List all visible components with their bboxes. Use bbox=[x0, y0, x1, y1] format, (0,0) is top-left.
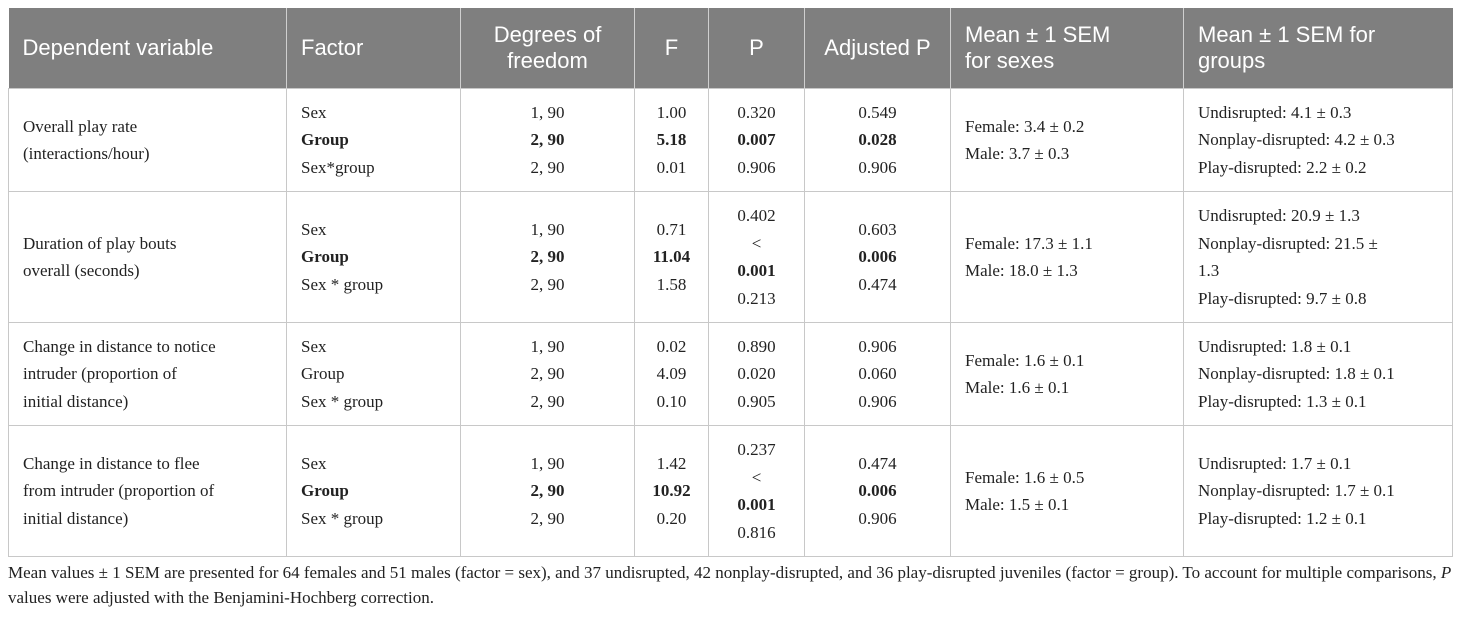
header-mean-groups: Mean ± 1 SEM for groups bbox=[1183, 8, 1453, 89]
header-adjusted-p: Adjusted P bbox=[804, 8, 951, 89]
cell-factors: Sex Group Sex * group bbox=[286, 322, 461, 426]
cell-mean-groups: Undisrupted: 1.7 ± 0.1 Nonplay-disrupted… bbox=[1183, 425, 1453, 557]
cell-variable: Change in distance to notice intruder (p… bbox=[8, 322, 287, 426]
cell-df: 1, 90 2, 90 2, 90 bbox=[460, 322, 635, 426]
cell-mean-groups: Undisrupted: 4.1 ± 0.3 Nonplay-disrupted… bbox=[1183, 88, 1453, 192]
cell-mean-sexes: Female: 1.6 ± 0.1 Male: 1.6 ± 0.1 bbox=[950, 322, 1184, 426]
cell-variable: Change in distance to flee from intruder… bbox=[8, 425, 287, 557]
cell-p: 0.890 0.020 0.905 bbox=[708, 322, 805, 426]
table-footnote: Mean values ± 1 SEM are presented for 64… bbox=[8, 563, 1452, 607]
cell-adjusted-p: 0.603 0.006 0.474 bbox=[804, 191, 951, 323]
header-dependent-variable: Dependent variable bbox=[8, 8, 287, 89]
table-row: Overall play rate (interactions/hour) Se… bbox=[8, 88, 1453, 192]
cell-f: 1.00 5.18 0.01 bbox=[634, 88, 709, 192]
cell-mean-sexes: Female: 3.4 ± 0.2 Male: 3.7 ± 0.3 bbox=[950, 88, 1184, 192]
cell-factors: Sex Group Sex * group bbox=[286, 425, 461, 557]
header-row: Dependent variable Factor Degrees of fre… bbox=[8, 8, 1453, 89]
cell-adjusted-p: 0.474 0.006 0.906 bbox=[804, 425, 951, 557]
table-row: Duration of play bouts overall (seconds)… bbox=[8, 191, 1453, 323]
header-factor: Factor bbox=[286, 8, 461, 89]
cell-mean-groups: Undisrupted: 20.9 ± 1.3 Nonplay-disrupte… bbox=[1183, 191, 1453, 323]
cell-adjusted-p: 0.549 0.028 0.906 bbox=[804, 88, 951, 192]
cell-mean-sexes: Female: 17.3 ± 1.1 Male: 18.0 ± 1.3 bbox=[950, 191, 1184, 323]
cell-df: 1, 90 2, 90 2, 90 bbox=[460, 191, 635, 323]
table-row: Change in distance to flee from intruder… bbox=[8, 425, 1453, 557]
header-f: F bbox=[634, 8, 709, 89]
cell-df: 1, 90 2, 90 2, 90 bbox=[460, 88, 635, 192]
cell-p: 0.320 0.007 0.906 bbox=[708, 88, 805, 192]
cell-p: 0.402 < 0.001 0.213 bbox=[708, 191, 805, 323]
cell-factors: Sex Group Sex * group bbox=[286, 191, 461, 323]
cell-factors: Sex Group Sex*group bbox=[286, 88, 461, 192]
cell-adjusted-p: 0.906 0.060 0.906 bbox=[804, 322, 951, 426]
results-table: Dependent variable Factor Degrees of fre… bbox=[8, 8, 1453, 557]
cell-f: 1.42 10.92 0.20 bbox=[634, 425, 709, 557]
table-row: Change in distance to notice intruder (p… bbox=[8, 322, 1453, 426]
results-table-wrapper: Dependent variable Factor Degrees of fre… bbox=[8, 8, 1453, 557]
cell-p: 0.237 < 0.001 0.816 bbox=[708, 425, 805, 557]
cell-mean-groups: Undisrupted: 1.8 ± 0.1 Nonplay-disrupted… bbox=[1183, 322, 1453, 426]
header-mean-sexes: Mean ± 1 SEM for sexes bbox=[950, 8, 1184, 89]
cell-mean-sexes: Female: 1.6 ± 0.5 Male: 1.5 ± 0.1 bbox=[950, 425, 1184, 557]
cell-df: 1, 90 2, 90 2, 90 bbox=[460, 425, 635, 557]
header-p: P bbox=[708, 8, 805, 89]
cell-variable: Overall play rate (interactions/hour) bbox=[8, 88, 287, 192]
cell-variable: Duration of play bouts overall (seconds) bbox=[8, 191, 287, 323]
cell-f: 0.71 11.04 1.58 bbox=[634, 191, 709, 323]
header-degrees-of-freedom: Degrees of freedom bbox=[460, 8, 635, 89]
cell-f: 0.02 4.09 0.10 bbox=[634, 322, 709, 426]
